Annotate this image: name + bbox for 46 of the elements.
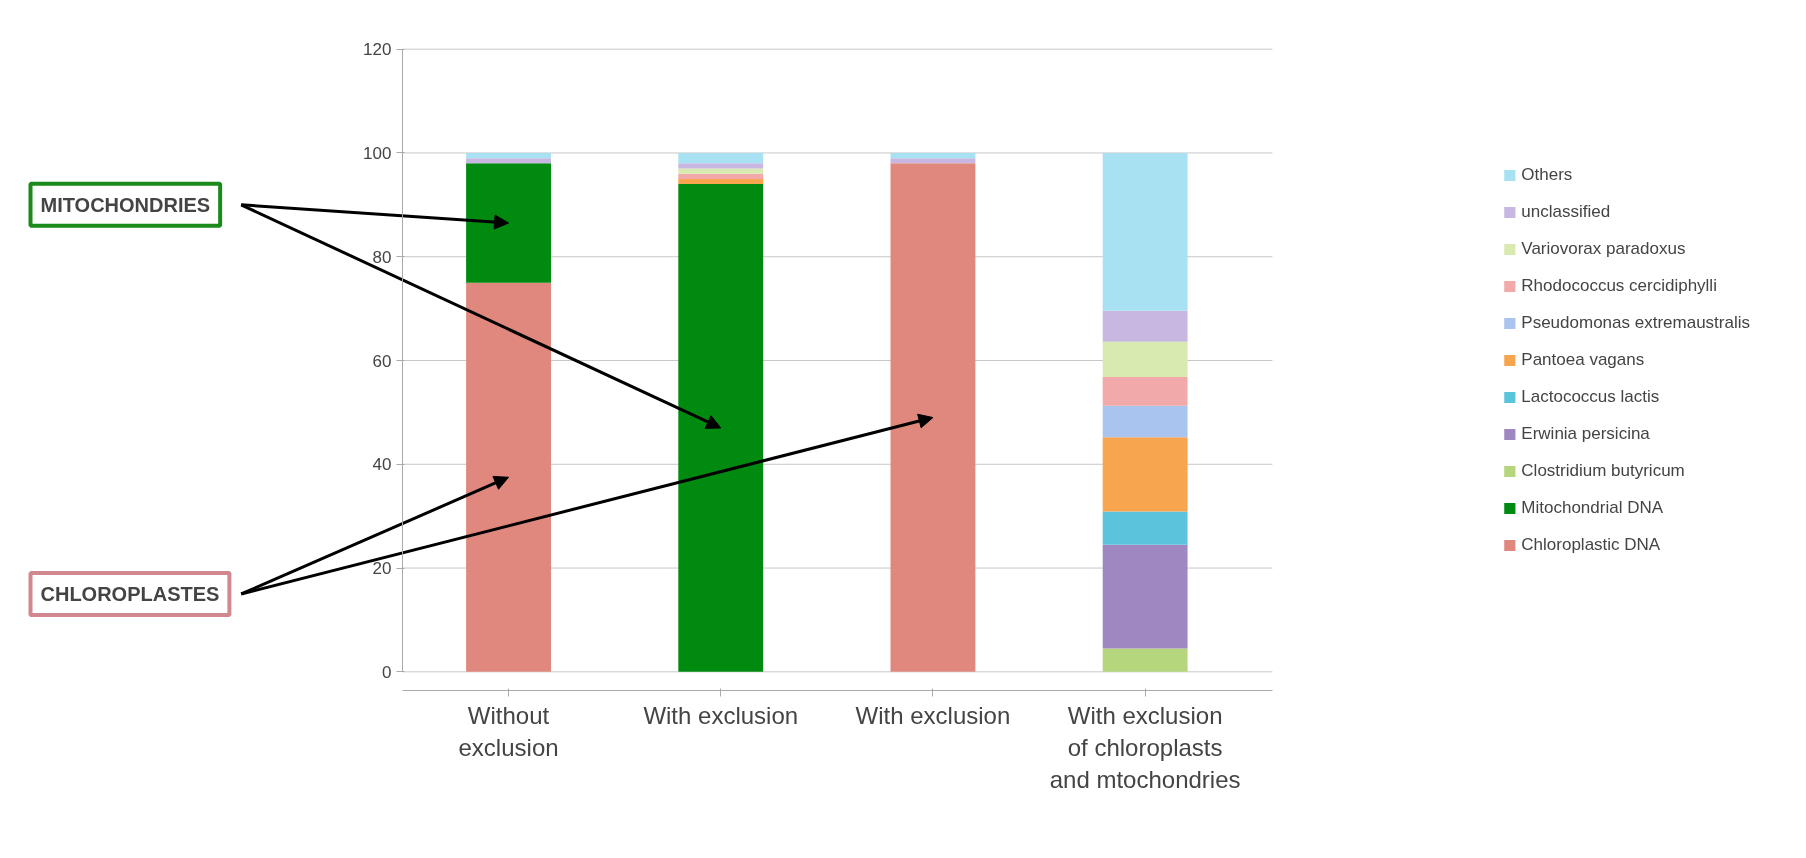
bar xyxy=(1102,544,1188,649)
y-tick-label: 20 xyxy=(372,559,392,579)
bar xyxy=(678,184,764,672)
legend-label: Pantoea vagans xyxy=(1521,350,1645,370)
y-tick-label: 0 xyxy=(382,662,392,682)
bar xyxy=(1102,405,1188,438)
bar xyxy=(466,152,551,159)
bar xyxy=(890,152,976,159)
text: MITOCHONDRIES xyxy=(40,193,211,216)
legend-label: unclassified xyxy=(1521,202,1611,222)
legend-label: Variovorax paradoxus xyxy=(1521,239,1686,259)
bar xyxy=(466,158,551,164)
bar xyxy=(466,282,551,672)
y-tick-label: 120 xyxy=(363,40,392,60)
legend-label: Clostridium butyricum xyxy=(1521,461,1685,481)
bar xyxy=(1102,377,1188,406)
y-tick-label: 100 xyxy=(363,143,392,163)
bar xyxy=(1102,648,1188,672)
y-tick-label: 80 xyxy=(372,247,392,267)
bar xyxy=(890,163,976,672)
bar xyxy=(678,178,764,185)
bar xyxy=(678,163,764,169)
y-tick-label: 40 xyxy=(372,455,392,475)
bar xyxy=(890,158,976,164)
x-tick-label: With exclusion of chloroplasts and mtochondries xyxy=(1049,701,1241,794)
bar xyxy=(1102,437,1188,512)
y-tick-label: 60 xyxy=(372,351,392,371)
legend-label: Pseudomonas extremaustralis xyxy=(1521,313,1750,333)
bar xyxy=(1102,341,1188,378)
bar xyxy=(678,173,764,179)
bar xyxy=(678,152,764,164)
legend-label: Others xyxy=(1521,165,1573,185)
x-tick-label: With exclusion xyxy=(643,701,799,729)
text: CHLOROPLASTES xyxy=(40,582,220,605)
legend-label: Mitochondrial DNA xyxy=(1521,498,1664,518)
bar xyxy=(1102,511,1188,545)
legend-label: Chloroplastic DNA xyxy=(1521,535,1661,555)
legend-label: Lactococcus lactis xyxy=(1521,387,1660,407)
legend-label: Erwinia persicina xyxy=(1521,424,1650,444)
bar xyxy=(678,168,764,174)
x-tick-label: With exclusion xyxy=(855,701,1011,729)
bar xyxy=(1102,310,1188,342)
bar xyxy=(466,163,551,283)
bar xyxy=(1102,152,1188,311)
legend-label: Rhodococcus cercidiphylli xyxy=(1521,276,1717,296)
x-tick-label: Without exclusion xyxy=(458,701,559,761)
